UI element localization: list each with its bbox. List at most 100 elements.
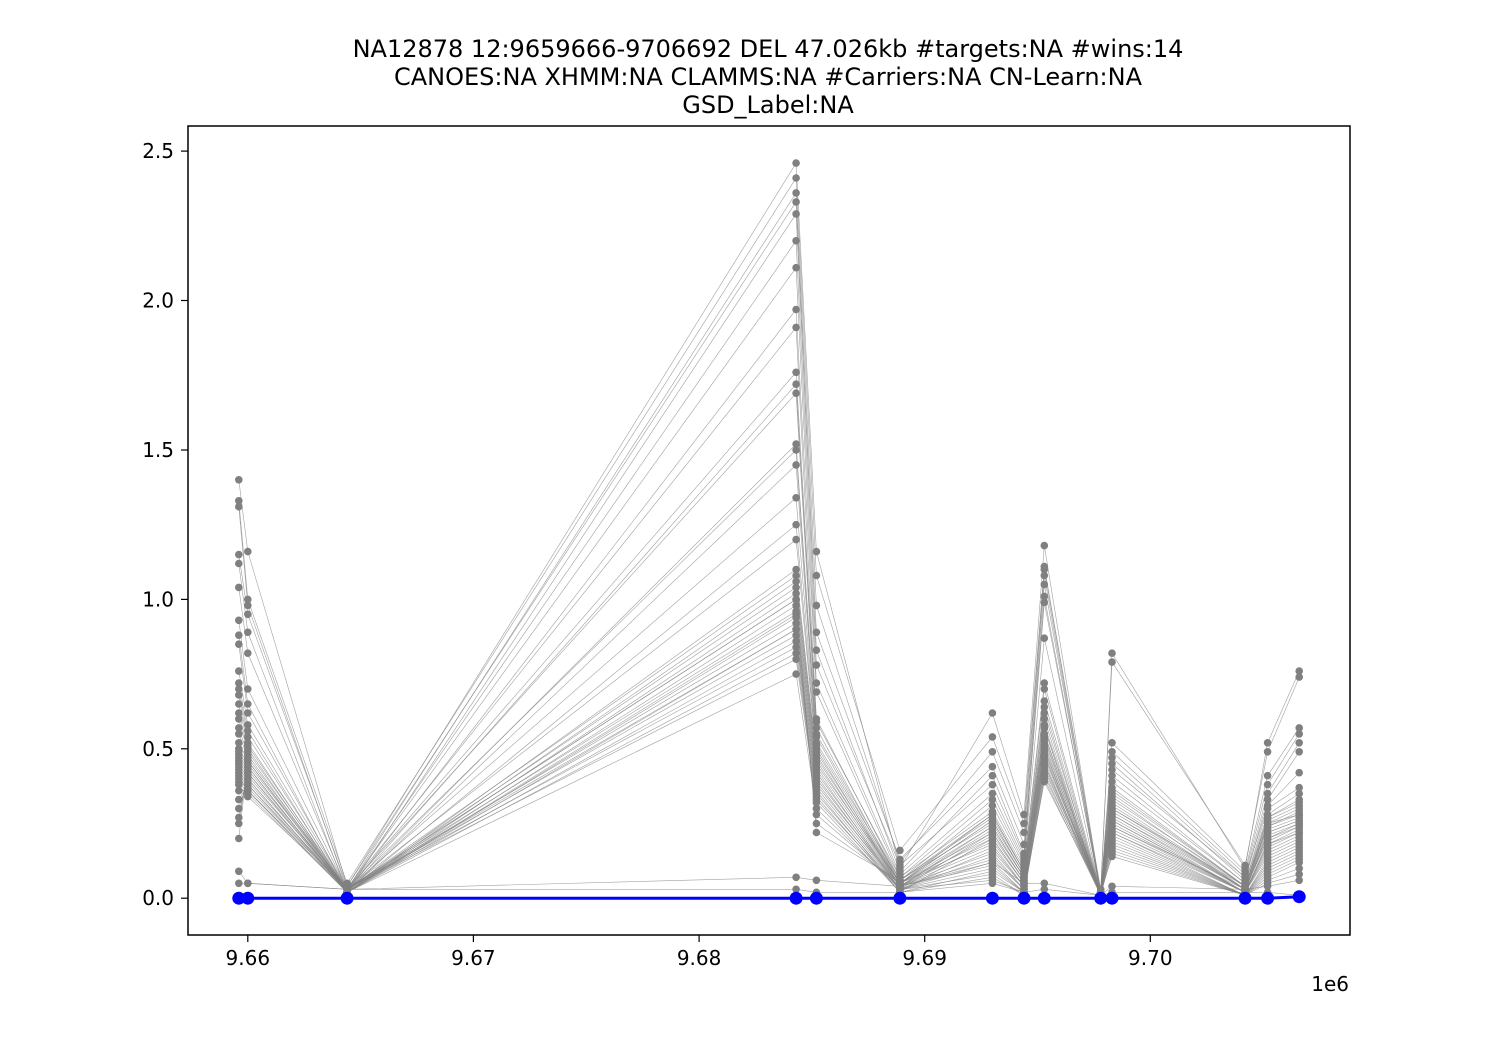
background-point (1040, 580, 1049, 589)
background-point (792, 601, 800, 610)
background-point (792, 389, 800, 398)
x-tick-label: 9.68 (677, 946, 722, 970)
background-point (812, 828, 821, 837)
background-point (1040, 598, 1049, 607)
background-point (1295, 673, 1303, 681)
background-point (1241, 861, 1249, 870)
background-point (792, 461, 800, 469)
background-point (1040, 777, 1049, 786)
background-point (1263, 789, 1272, 798)
background-point (1020, 828, 1028, 837)
background-point (1020, 810, 1028, 819)
background-point (988, 879, 997, 888)
background-point (235, 700, 243, 708)
background-point (244, 786, 252, 795)
background-point (1263, 834, 1272, 843)
background-point (792, 535, 800, 544)
background-point (792, 571, 800, 580)
y-tick-label: 0.0 (142, 886, 174, 910)
background-point (1263, 748, 1272, 756)
highlight-point (1105, 891, 1119, 905)
y-tick-label: 2.5 (142, 139, 174, 163)
background-point (1295, 810, 1303, 819)
x-tick-label: 9.67 (451, 946, 496, 970)
y-tick-label: 0.5 (142, 737, 174, 761)
background-point (896, 861, 904, 870)
background-point (988, 709, 997, 717)
background-point (896, 855, 904, 864)
background-point (1295, 822, 1303, 831)
background-point (792, 237, 800, 245)
background-point (235, 724, 243, 732)
background-point (235, 804, 243, 813)
background-point (792, 323, 800, 332)
background-series-line (238, 862, 1300, 896)
background-point (235, 813, 243, 822)
background-point (1040, 745, 1049, 753)
background-point (235, 795, 243, 804)
background-point (792, 619, 800, 628)
background-point (1295, 816, 1303, 825)
highlight-point (809, 891, 823, 905)
background-point (244, 601, 252, 610)
background-point (235, 631, 243, 639)
background-point (235, 709, 243, 717)
background-point (235, 786, 243, 795)
background-point (792, 305, 800, 314)
x-axis-offset-label: 1e6 (1311, 972, 1349, 996)
background-series-line (238, 191, 1300, 893)
background-point (1295, 730, 1303, 738)
highlight-point (1037, 891, 1051, 905)
background-point (792, 368, 800, 377)
background-point (235, 780, 243, 789)
highlight-point (1238, 891, 1252, 905)
highlight-point (1292, 890, 1306, 904)
y-tick-label: 1.0 (142, 587, 174, 611)
background-point (1040, 685, 1049, 693)
background-point (812, 876, 821, 885)
background-point (1263, 771, 1272, 780)
background-point (1295, 667, 1303, 675)
background-point (244, 709, 252, 717)
background-point (812, 601, 821, 610)
background-point (792, 494, 800, 502)
background-point (235, 834, 243, 843)
x-tick-label: 9.70 (1128, 946, 1173, 970)
background-point (1020, 840, 1028, 849)
background-point (812, 571, 821, 580)
x-axis: 9.66 9.67 9.68 9.69 9.70 (226, 935, 1173, 970)
background-series-line (238, 616, 1300, 896)
background-series-line (238, 640, 1300, 896)
background-point (1263, 813, 1272, 822)
background-point (1108, 748, 1116, 756)
background-series-line (238, 497, 1300, 896)
background-point (792, 520, 800, 529)
highlight-point (1017, 891, 1031, 905)
background-point (1241, 873, 1249, 882)
background-point (792, 198, 800, 206)
background-series-line (238, 449, 1300, 896)
background-point (1108, 649, 1116, 657)
background-point (792, 263, 800, 272)
background-point (244, 721, 252, 729)
background-series-line (238, 634, 1300, 897)
background-series-line (238, 882, 1300, 896)
background-point (1040, 879, 1049, 888)
highlight-point (340, 891, 354, 905)
highlight-point (893, 891, 907, 905)
background-series-line (238, 371, 1300, 896)
background-series-line (238, 574, 1300, 896)
background-point (988, 801, 997, 810)
background-series-line (238, 622, 1300, 897)
background-point (1040, 760, 1049, 768)
background-point (792, 631, 800, 639)
highlight-point (985, 891, 999, 905)
background-point (1108, 810, 1116, 819)
y-tick-label: 1.5 (142, 438, 174, 462)
background-point (244, 780, 252, 789)
background-series-line (238, 326, 1300, 893)
background-point (235, 691, 243, 699)
highlight-point (1094, 891, 1108, 905)
background-point (235, 679, 243, 687)
